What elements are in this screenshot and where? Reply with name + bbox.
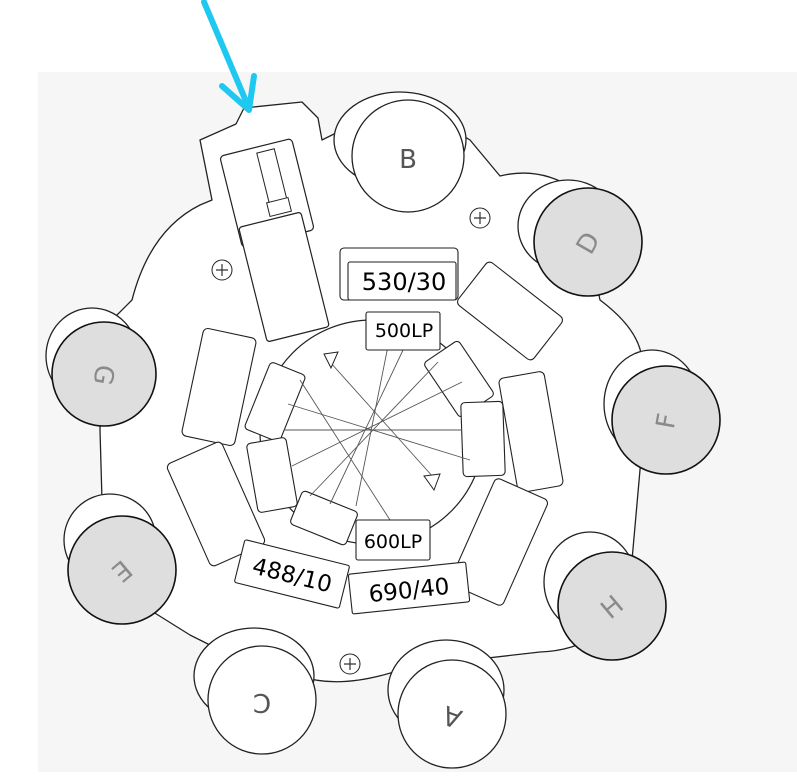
screw-icon — [211, 259, 233, 281]
mirror-block — [166, 441, 266, 567]
screw-slot — [216, 264, 228, 276]
dichroic-block — [290, 490, 358, 546]
mirror-block — [449, 478, 549, 606]
filter-530-30-label: 530/30 — [362, 268, 446, 296]
detector-c-cap — [207, 645, 317, 755]
detector-a-cap — [397, 659, 507, 769]
detector-d: D — [517, 179, 643, 297]
mirror-block — [181, 327, 257, 447]
detector-c-label: C — [253, 687, 271, 717]
detector-g: G — [45, 307, 157, 427]
tag-690-40 — [347, 561, 471, 615]
detector-b-label: B — [399, 145, 417, 175]
beam-line — [291, 381, 463, 467]
screw-icon — [469, 207, 491, 229]
dichroic-block — [246, 437, 298, 513]
detector-c: C — [193, 627, 317, 755]
detector-b: B — [333, 91, 467, 213]
filter-tags — [234, 261, 471, 615]
beam-line — [309, 361, 439, 497]
screw-slot — [474, 212, 486, 224]
detector-d-cap — [533, 187, 643, 297]
input-beam-arrow-icon — [201, 0, 257, 113]
detector-f-cap — [611, 365, 721, 475]
detector-a: A — [387, 639, 507, 769]
dichroic-block — [460, 400, 506, 478]
tag-488-10 — [234, 539, 350, 609]
input-beam-arrow-shaft — [201, 0, 251, 109]
beam-marker — [323, 351, 339, 370]
detector-f-label: F — [651, 411, 683, 431]
detector-f: F — [603, 349, 721, 475]
input-beam-arrow-head — [219, 73, 257, 113]
fiber-body — [238, 212, 330, 342]
tag-600lp — [355, 519, 431, 561]
beam-line — [299, 379, 391, 521]
beam-paths — [284, 345, 471, 521]
detector-h: H — [543, 531, 667, 661]
detector-e: E — [63, 493, 177, 625]
beam-line — [287, 403, 471, 461]
beam-marker — [423, 473, 441, 492]
detector-b-cap — [351, 99, 465, 213]
mirror-block — [457, 261, 563, 361]
filter-500lp-label: 500LP — [375, 320, 433, 342]
beam-markers — [323, 351, 441, 492]
detector-e-cap — [67, 515, 177, 625]
dichroic-block — [244, 362, 306, 442]
detector-g-cap — [51, 321, 157, 427]
screw-slot — [344, 658, 356, 670]
mirror-block — [498, 371, 564, 493]
detector-h-cap — [557, 551, 667, 661]
filter-600lp-label: 600LP — [364, 531, 422, 553]
tag-500lp — [365, 311, 441, 351]
fiber-clip — [266, 196, 292, 218]
screw-icon — [339, 653, 361, 675]
fiber-input-module — [219, 138, 330, 342]
tag-530-30 — [347, 261, 457, 301]
mirror-blocks — [166, 261, 564, 606]
beam-line — [329, 347, 405, 505]
dichroic-blocks — [244, 340, 506, 546]
